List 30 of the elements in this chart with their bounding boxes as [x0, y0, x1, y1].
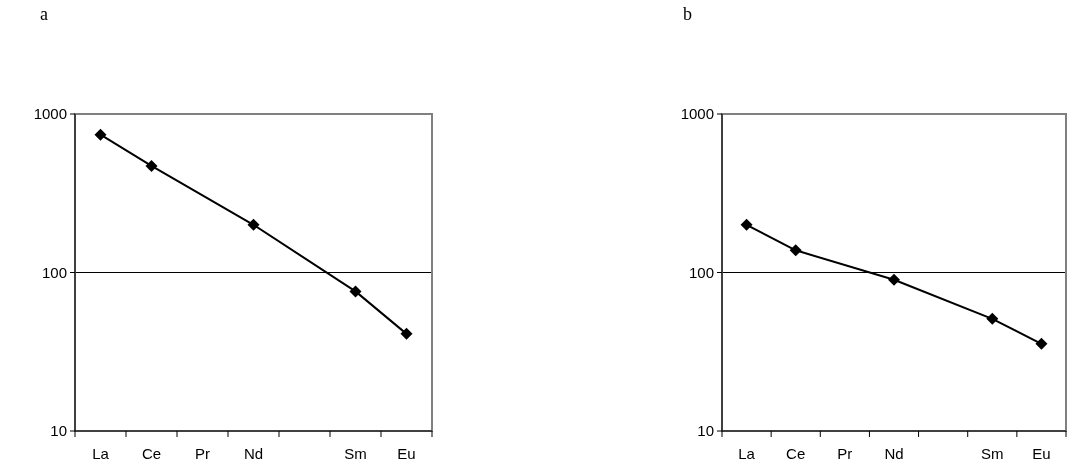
- point: [789, 244, 802, 257]
- chart-title: a: [40, 4, 48, 24]
- y-tick-label: 10: [697, 422, 714, 440]
- x-tick-label: Sm: [344, 445, 367, 462]
- x-tick-label: Eu: [397, 445, 416, 462]
- x-tick-label: Nd: [243, 445, 264, 462]
- x-tick-label: La: [92, 445, 110, 462]
- point: [247, 218, 260, 231]
- point: [94, 128, 107, 141]
- point: [740, 218, 753, 231]
- x-tick-label: Pr: [195, 445, 210, 462]
- x-tick-label: Pr: [837, 445, 853, 462]
- point: [888, 273, 900, 286]
- point: [145, 159, 158, 172]
- y-tick-label: 100: [41, 263, 67, 281]
- point: [986, 312, 999, 325]
- point: [349, 285, 362, 298]
- y-tick-label: 10: [50, 422, 67, 440]
- x-tick-label: La: [738, 445, 756, 462]
- y-tick-label: 100: [688, 263, 714, 281]
- x-tick-label: Ce: [786, 445, 806, 462]
- x-tick-label: Sm: [981, 445, 1004, 462]
- chart-title: b: [683, 4, 692, 24]
- x-tick-label: Ce: [141, 445, 162, 462]
- point: [400, 327, 413, 340]
- y-tick-label: 1000: [33, 105, 67, 123]
- x-tick-label: Eu: [1032, 445, 1051, 462]
- point: [1035, 337, 1048, 350]
- y-tick-label: 1000: [680, 105, 714, 123]
- x-tick-label: Nd: [884, 445, 904, 462]
